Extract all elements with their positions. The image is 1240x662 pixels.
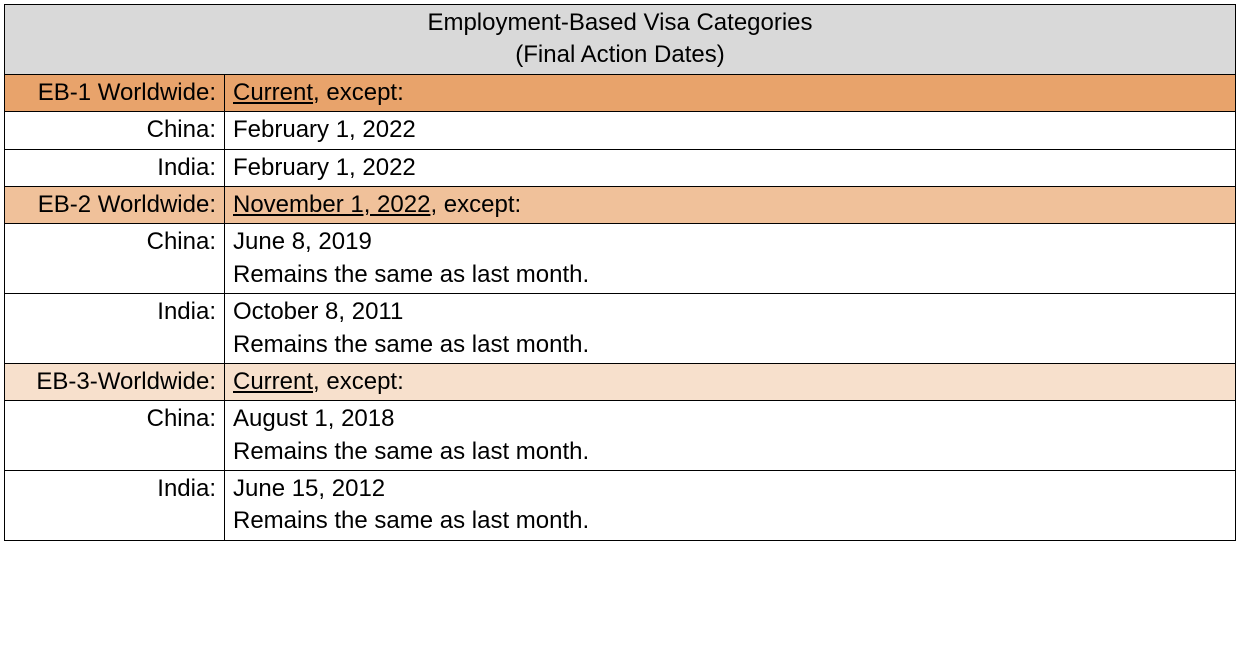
- row-value: June 15, 2012 Remains the same as last mo…: [225, 471, 1236, 541]
- row-value-text: October 8, 2011: [233, 298, 403, 325]
- row-value-suffix: , except:: [313, 79, 404, 106]
- table-row: India: October 8, 2011 Remains the same as…: [5, 294, 1236, 364]
- row-label: India:: [5, 294, 225, 364]
- table-body: EB-1 Worldwide:Current, except:China:Feb…: [5, 74, 1236, 540]
- row-label: EB-1 Worldwide:: [5, 74, 225, 111]
- row-label: China:: [5, 401, 225, 471]
- row-value-text: February 1, 2022: [233, 116, 416, 143]
- row-value: June 8, 2019 Remains the same as last mon…: [225, 224, 1236, 294]
- row-value-suffix: , except:: [430, 191, 521, 218]
- table-title-line1: Employment-Based Visa Categories: [427, 9, 812, 36]
- row-value-text: June 8, 2019: [233, 228, 372, 255]
- row-value-underlined: Current: [233, 368, 313, 395]
- row-value-text: February 1, 2022: [233, 154, 416, 181]
- row-value: November 1, 2022, except:: [225, 186, 1236, 223]
- row-value-underlined: November 1, 2022: [233, 191, 430, 218]
- row-label: India:: [5, 471, 225, 541]
- table-row: EB-2 Worldwide:November 1, 2022, except:: [5, 186, 1236, 223]
- row-note: Remains the same as last month.: [233, 505, 1227, 537]
- row-value-suffix: , except:: [313, 368, 404, 395]
- row-note: Remains the same as last month.: [233, 436, 1227, 468]
- row-value-text: June 15, 2012: [233, 475, 385, 502]
- table-row: China: February 1, 2022: [5, 112, 1236, 149]
- row-note: Remains the same as last month.: [233, 329, 1227, 361]
- row-label: EB-3-Worldwide:: [5, 363, 225, 400]
- row-value-text: August 1, 2018: [233, 405, 394, 432]
- table-row: China: June 8, 2019 Remains the same as la…: [5, 224, 1236, 294]
- row-value: Current, except:: [225, 363, 1236, 400]
- row-value: February 1, 2022: [225, 112, 1236, 149]
- row-value: October 8, 2011 Remains the same as last …: [225, 294, 1236, 364]
- row-value: Current, except:: [225, 74, 1236, 111]
- row-label: China:: [5, 224, 225, 294]
- table-title-cell: Employment-Based Visa Categories (Final …: [5, 5, 1236, 75]
- table-row: EB-1 Worldwide:Current, except:: [5, 74, 1236, 111]
- row-value-underlined: Current: [233, 79, 313, 106]
- table-header-row: Employment-Based Visa Categories (Final …: [5, 5, 1236, 75]
- row-note: Remains the same as last month.: [233, 259, 1227, 291]
- table-title-line2: (Final Action Dates): [515, 41, 724, 68]
- row-label: EB-2 Worldwide:: [5, 186, 225, 223]
- table-row: China: August 1, 2018 Remains the same as …: [5, 401, 1236, 471]
- row-value: February 1, 2022: [225, 149, 1236, 186]
- table-row: India: February 1, 2022: [5, 149, 1236, 186]
- visa-table: Employment-Based Visa Categories (Final …: [4, 4, 1236, 541]
- table-row: EB-3-Worldwide:Current, except:: [5, 363, 1236, 400]
- row-label: India:: [5, 149, 225, 186]
- row-value: August 1, 2018 Remains the same as last m…: [225, 401, 1236, 471]
- table-row: India: June 15, 2012 Remains the same as l…: [5, 471, 1236, 541]
- row-label: China:: [5, 112, 225, 149]
